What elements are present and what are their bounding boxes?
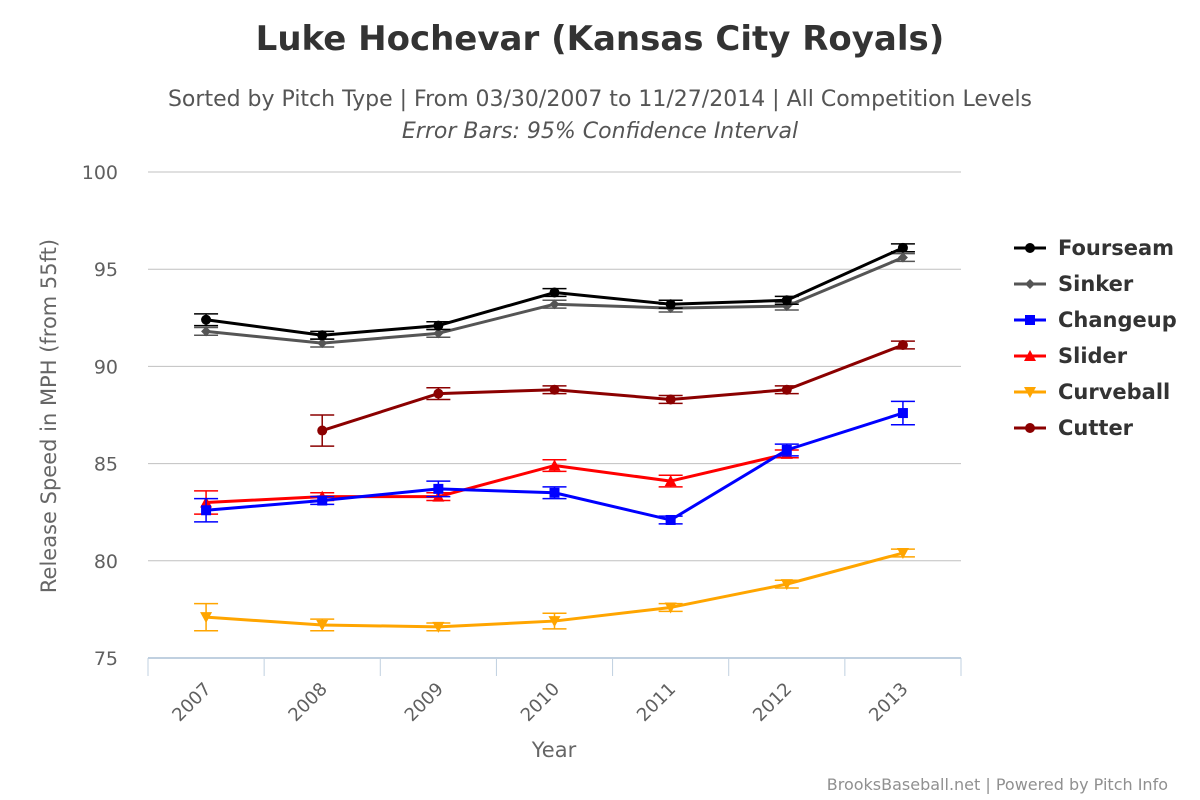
- y-tick-label-85: 85: [94, 454, 118, 476]
- data-point-curveball-2010: [548, 616, 561, 628]
- legend-item-fourseam[interactable]: Fourseam: [1014, 236, 1174, 260]
- axes: 75 80 85 90 95 100 2007 2008 2009 2010 2011 2012 201…: [82, 162, 962, 726]
- data-point-cutter-2013: [897, 340, 908, 351]
- chart-error-bar-note: Error Bars: 95% Confidence Interval: [402, 119, 798, 144]
- y-axis-label: Release Speed in MPH (from 55ft): [37, 239, 61, 593]
- x-tick-label-2010: 2010: [517, 679, 564, 726]
- legend-label-cutter: Cutter: [1058, 416, 1134, 440]
- data-point-fourseam-2012: [781, 295, 792, 306]
- data-point-fourseam-2010: [549, 287, 560, 298]
- y-tick-label-95: 95: [94, 259, 118, 281]
- grid-lines: [148, 171, 961, 562]
- legend-item-curveball[interactable]: Curveball: [1014, 380, 1170, 404]
- x-tick-label-2012: 2012: [749, 679, 796, 726]
- data-point-cutter-2011: [665, 394, 676, 405]
- legend-item-cutter[interactable]: Cutter: [1014, 416, 1134, 440]
- legend-label-slider: Slider: [1058, 344, 1128, 368]
- data-point-curveball-2009: [432, 621, 445, 633]
- data-point-cutter-2008: [317, 425, 328, 436]
- x-tick-label-2009: 2009: [401, 679, 448, 726]
- data-point-changeup-2012: [781, 444, 792, 455]
- legend-marker-cutter: [1025, 423, 1035, 433]
- series-line-slider: [205, 452, 788, 504]
- x-tick-label-2011: 2011: [633, 679, 680, 726]
- data-point-slider-2010: [548, 459, 561, 471]
- data-point-sinker-2013: [897, 252, 908, 263]
- data-point-curveball-2008: [316, 619, 329, 631]
- data-point-sinker-2009: [433, 328, 444, 339]
- y-tick-label-75: 75: [94, 648, 118, 670]
- data-point-fourseam-2013: [897, 242, 908, 253]
- data-point-sinker-2008: [317, 338, 328, 349]
- data-point-changeup-2008: [317, 495, 328, 506]
- series-group: [194, 242, 915, 633]
- series-line-cutter: [321, 343, 904, 432]
- y-tick-label-90: 90: [94, 356, 118, 378]
- series-slider: [194, 447, 799, 515]
- legend-marker-curveball: [1024, 387, 1036, 398]
- data-point-curveball-2007: [200, 612, 213, 624]
- chart-title: Luke Hochevar (Kansas City Royals): [256, 19, 945, 59]
- legend-item-slider[interactable]: Slider: [1014, 344, 1128, 368]
- legend-label-sinker: Sinker: [1058, 272, 1134, 296]
- legend-label-curveball: Curveball: [1058, 380, 1170, 404]
- x-tick-label-2008: 2008: [285, 679, 332, 726]
- series-curveball: [194, 548, 915, 633]
- legend-marker-sinker: [1025, 279, 1035, 289]
- data-point-curveball-2011: [664, 602, 677, 614]
- data-point-changeup-2007: [201, 505, 212, 516]
- data-point-sinker-2010: [549, 299, 560, 310]
- y-tick-label-100: 100: [82, 162, 118, 184]
- legend-item-sinker[interactable]: Sinker: [1014, 272, 1134, 296]
- x-tick-label-2007: 2007: [168, 679, 215, 726]
- chart-subtitle: Sorted by Pitch Type | From 03/30/2007 t…: [168, 87, 1032, 112]
- data-point-cutter-2009: [433, 388, 444, 399]
- x-tick-label-2013: 2013: [865, 679, 912, 726]
- data-point-sinker-2007: [201, 326, 212, 337]
- legend-item-changeup[interactable]: Changeup: [1014, 308, 1177, 332]
- data-point-cutter-2012: [781, 384, 792, 395]
- series-fourseam: [194, 242, 915, 341]
- x-axis-label: Year: [531, 738, 577, 762]
- data-point-fourseam-2011: [665, 299, 676, 310]
- data-point-changeup-2010: [549, 487, 560, 498]
- data-point-fourseam-2008: [317, 330, 328, 341]
- chart-credit[interactable]: BrooksBaseball.net | Powered by Pitch In…: [827, 775, 1168, 794]
- data-point-fourseam-2009: [433, 320, 444, 331]
- legend-marker-slider: [1024, 350, 1036, 361]
- legend-marker-fourseam: [1025, 243, 1035, 253]
- data-point-curveball-2013: [896, 548, 909, 560]
- series-cutter: [310, 340, 915, 447]
- data-point-fourseam-2007: [201, 314, 212, 325]
- series-changeup: [194, 400, 915, 525]
- data-point-changeup-2011: [665, 514, 676, 525]
- data-point-slider-2011: [664, 475, 677, 487]
- legend: Fourseam Sinker Changeup Slider Curveball Cut…: [1014, 236, 1177, 440]
- data-point-changeup-2009: [433, 483, 444, 494]
- legend-label-fourseam: Fourseam: [1058, 236, 1174, 260]
- data-point-changeup-2013: [897, 408, 908, 419]
- legend-marker-changeup: [1025, 315, 1035, 325]
- data-point-curveball-2012: [780, 579, 793, 591]
- legend-label-changeup: Changeup: [1058, 308, 1177, 332]
- data-point-cutter-2010: [549, 384, 560, 395]
- y-tick-label-80: 80: [94, 551, 118, 573]
